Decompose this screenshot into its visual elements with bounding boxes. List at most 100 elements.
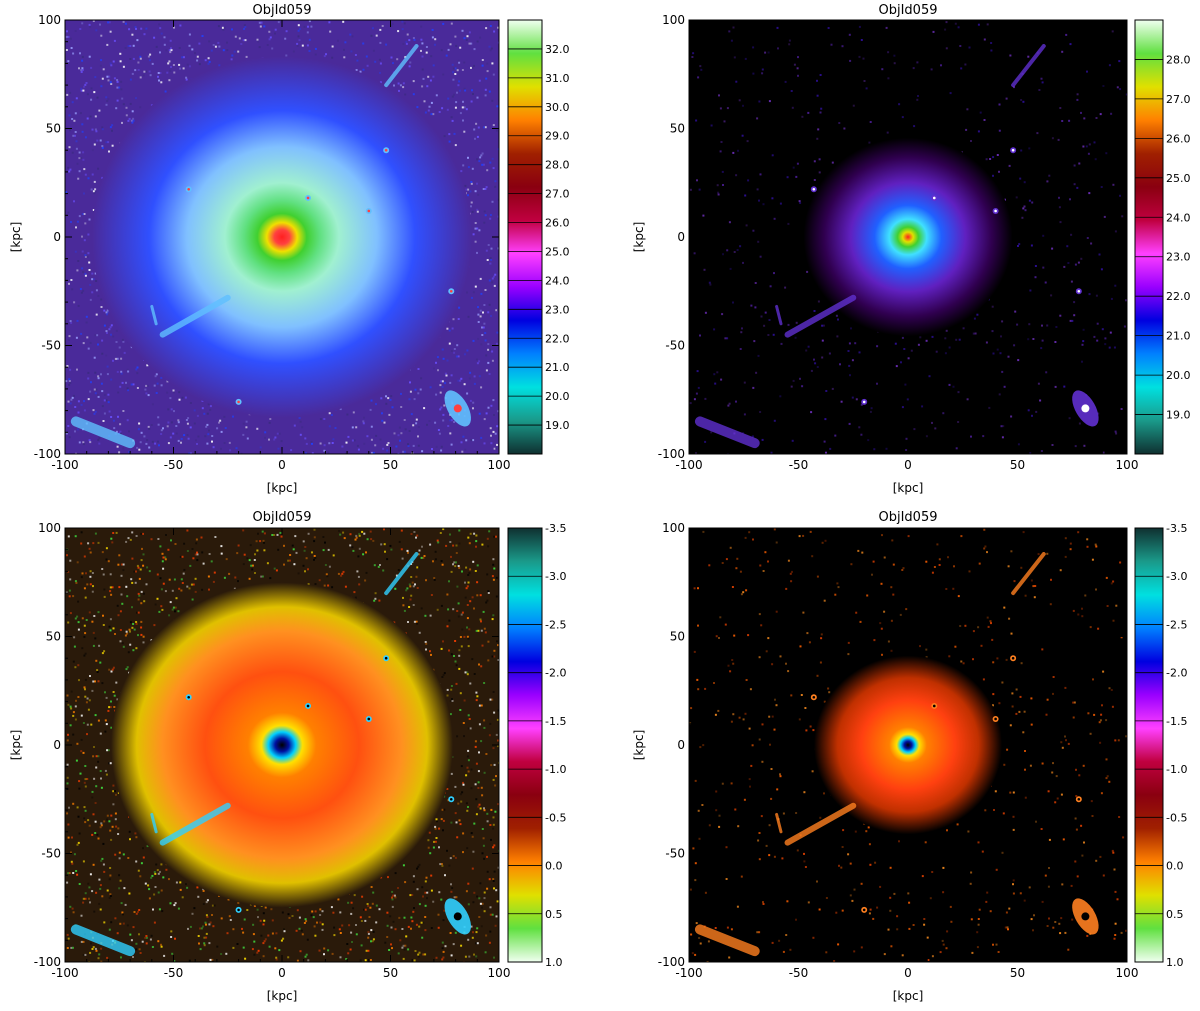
noise-pixel	[186, 434, 189, 436]
noise-pixel	[72, 802, 75, 805]
noise-pixel	[476, 182, 478, 185]
colorbar-tick-label: 20.0	[1166, 369, 1191, 382]
noise-pixel	[965, 128, 968, 131]
noise-pixel	[955, 447, 958, 450]
noise-pixel	[472, 291, 475, 294]
noise-pixel	[245, 428, 248, 431]
noise-pixel	[949, 92, 952, 95]
noise-pixel	[72, 911, 75, 914]
noise-pixel	[1040, 77, 1043, 80]
noise-pixel	[407, 445, 410, 447]
noise-pixel	[831, 161, 834, 164]
noise-pixel	[480, 906, 483, 909]
noise-pixel	[449, 419, 452, 422]
noise-pixel	[147, 55, 150, 58]
noise-pixel	[483, 126, 485, 129]
noise-pixel	[468, 377, 471, 380]
noise-pixel	[759, 255, 762, 258]
noise-pixel	[487, 343, 490, 346]
noise-pixel	[1123, 325, 1126, 328]
noise-pixel	[438, 827, 441, 830]
noise-pixel	[414, 388, 417, 391]
noise-pixel	[206, 423, 209, 426]
noise-pixel	[371, 940, 374, 943]
noise-pixel	[114, 812, 117, 815]
noise-pixel	[483, 891, 486, 894]
noise-pixel	[421, 55, 424, 58]
noise-pixel	[493, 649, 496, 652]
noise-pixel	[427, 846, 430, 849]
noise-pixel	[158, 610, 161, 613]
noise-pixel	[1108, 346, 1111, 349]
noise-pixel	[467, 882, 470, 885]
noise-pixel	[442, 22, 445, 25]
noise-pixel	[205, 923, 207, 926]
noise-pixel	[188, 587, 191, 590]
x-tick-label: 50	[1010, 458, 1025, 472]
noise-pixel	[198, 63, 201, 66]
noise-pixel	[752, 46, 755, 49]
noise-pixel	[474, 222, 477, 224]
noise-pixel	[462, 119, 464, 122]
noise-pixel	[106, 43, 109, 46]
noise-pixel	[456, 344, 459, 347]
noise-pixel	[84, 765, 87, 767]
noise-pixel	[126, 368, 129, 371]
noise-pixel	[732, 26, 735, 29]
noise-pixel	[74, 535, 77, 538]
satellite-core	[932, 196, 936, 200]
noise-pixel	[211, 904, 214, 907]
noise-pixel	[490, 442, 493, 445]
noise-pixel	[488, 45, 491, 48]
noise-pixel	[481, 59, 484, 61]
noise-pixel	[395, 574, 398, 577]
noise-pixel	[1100, 186, 1103, 188]
colorbar-tick-label: 26.0	[1166, 132, 1191, 145]
noise-pixel	[122, 447, 125, 450]
noise-pixel	[1021, 216, 1024, 219]
noise-pixel	[117, 415, 119, 418]
noise-pixel	[374, 60, 377, 63]
noise-pixel	[101, 145, 104, 148]
noise-pixel	[482, 326, 485, 329]
noise-pixel	[136, 446, 139, 449]
noise-pixel	[424, 891, 427, 894]
noise-pixel	[424, 111, 427, 114]
noise-pixel	[381, 419, 384, 422]
noise-pixel	[758, 199, 760, 202]
noise-pixel	[1073, 301, 1076, 304]
noise-pixel	[127, 389, 130, 392]
noise-pixel	[478, 160, 481, 163]
noise-pixel	[1118, 60, 1121, 63]
noise-pixel	[306, 31, 309, 34]
noise-pixel	[752, 229, 755, 232]
noise-pixel	[69, 91, 72, 94]
noise-pixel	[80, 940, 83, 943]
noise-pixel	[413, 398, 416, 401]
noise-pixel	[459, 692, 462, 695]
noise-pixel	[757, 354, 760, 357]
noise-pixel	[92, 631, 95, 634]
noise-pixel	[459, 112, 462, 115]
noise-pixel	[325, 573, 328, 576]
noise-pixel	[108, 328, 111, 331]
noise-pixel	[95, 29, 98, 32]
noise-pixel	[435, 837, 438, 839]
noise-pixel	[497, 709, 499, 712]
noise-pixel	[488, 348, 491, 351]
noise-pixel	[482, 837, 485, 840]
noise-pixel	[1061, 120, 1064, 122]
noise-pixel	[78, 883, 81, 885]
noise-pixel	[119, 423, 122, 426]
noise-pixel	[942, 412, 945, 415]
x-tick-label: 50	[383, 458, 398, 472]
noise-pixel	[203, 936, 206, 939]
noise-pixel	[438, 111, 441, 113]
noise-pixel	[1083, 117, 1086, 120]
noise-pixel	[490, 404, 493, 407]
noise-pixel	[100, 824, 103, 827]
noise-pixel	[179, 555, 182, 558]
noise-pixel	[702, 214, 705, 217]
noise-pixel	[314, 53, 317, 56]
noise-pixel	[404, 56, 407, 59]
